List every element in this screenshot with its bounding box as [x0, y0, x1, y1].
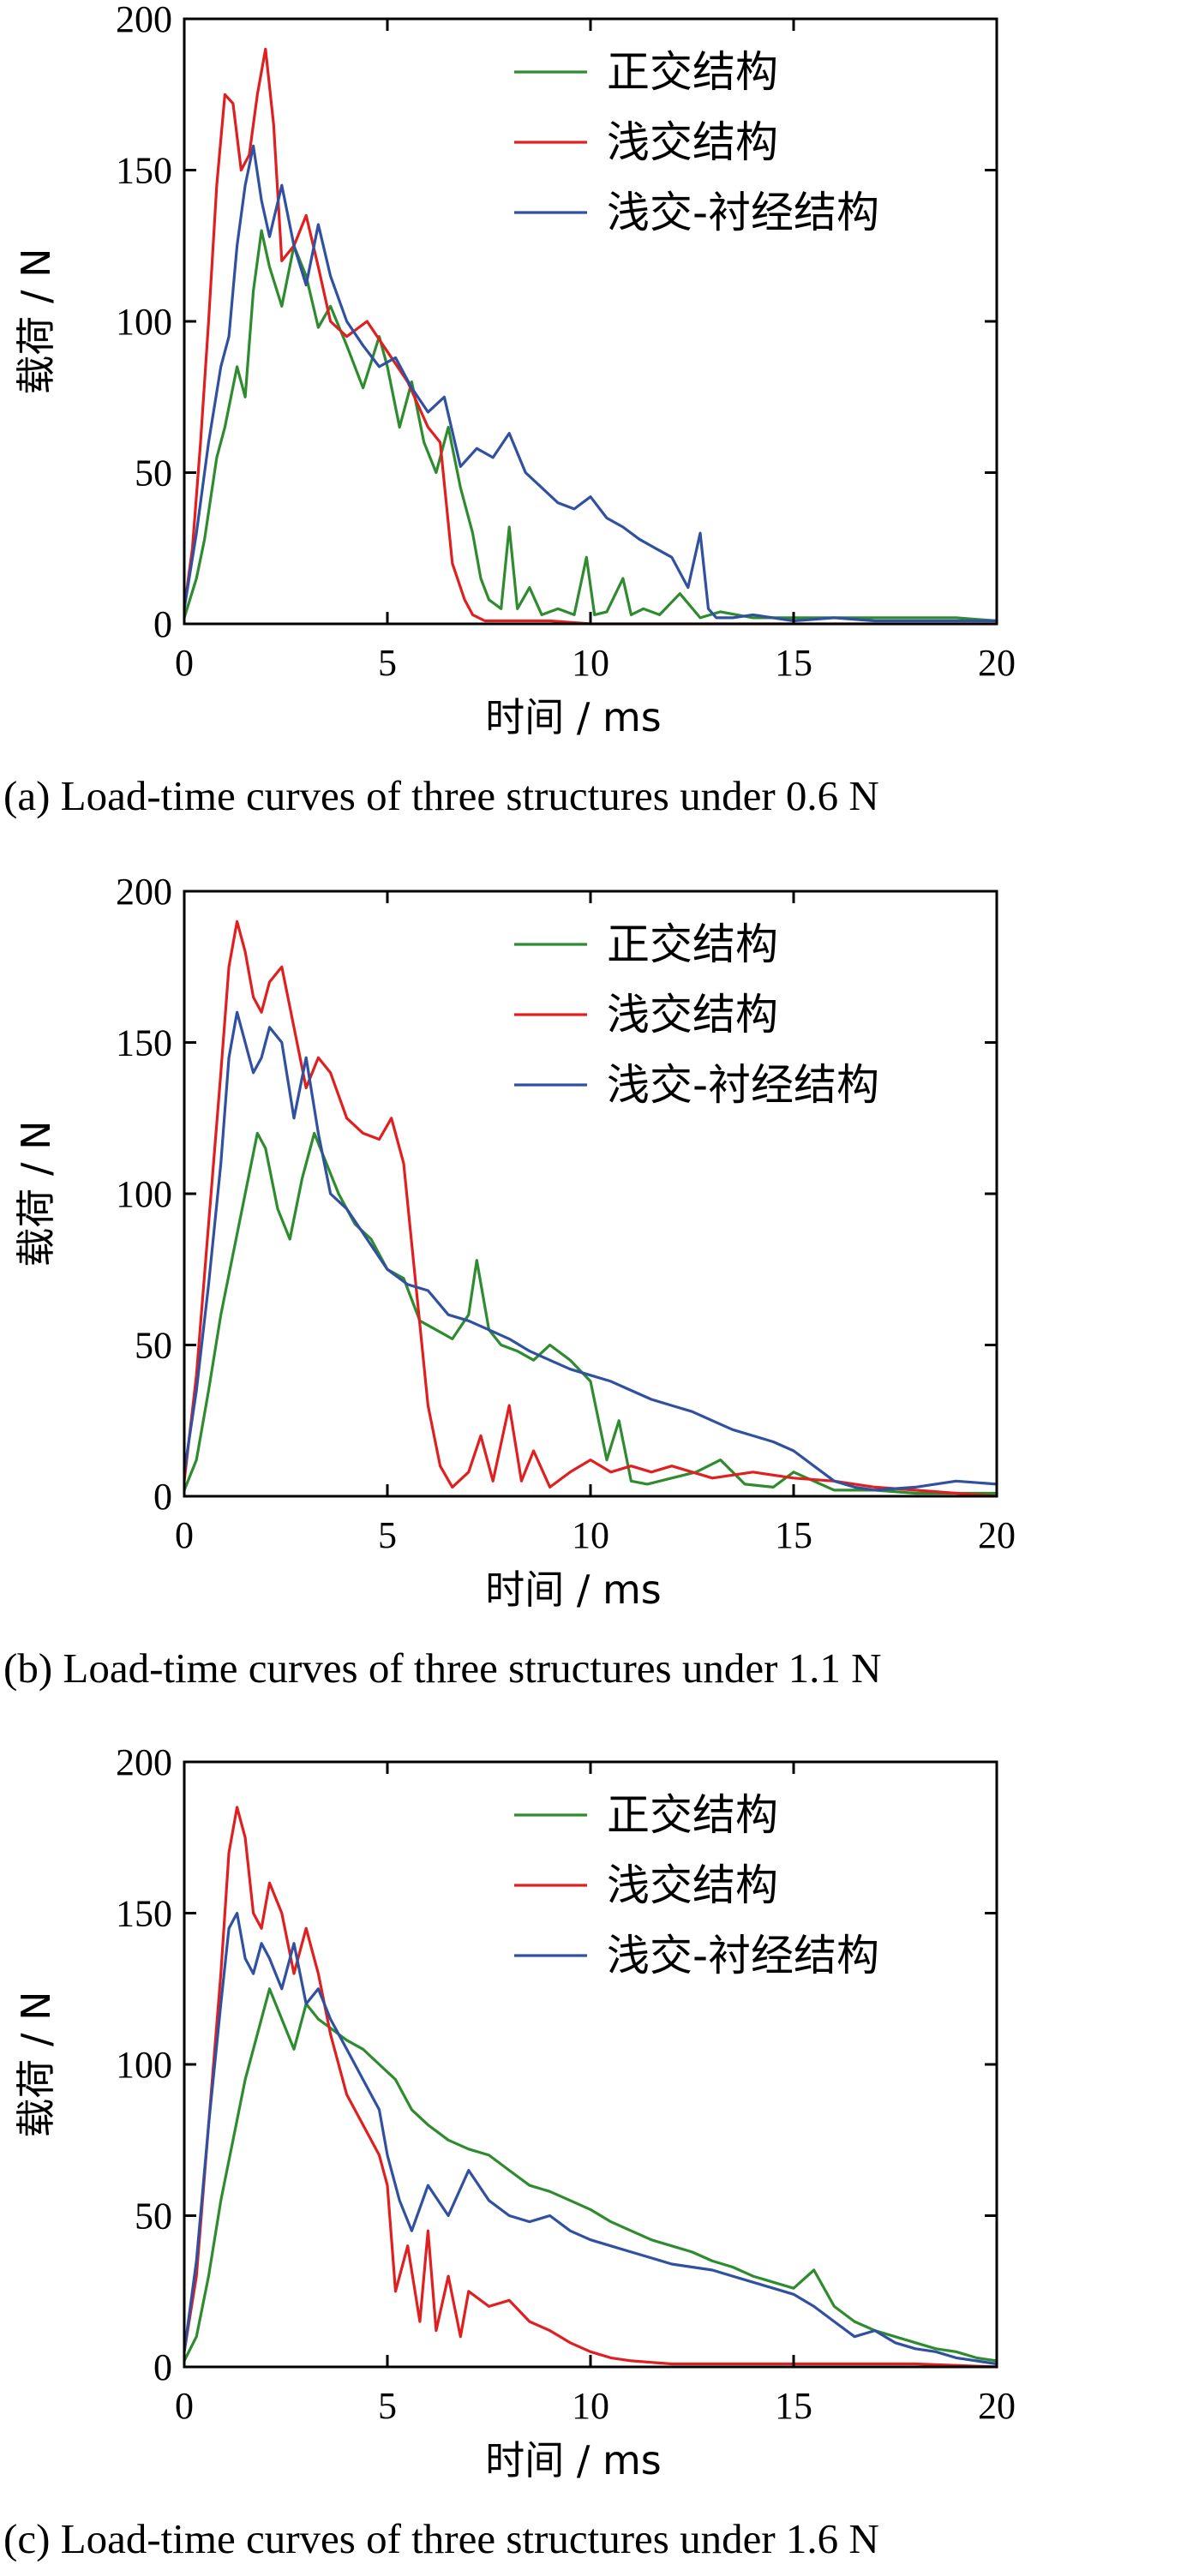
x-tick-label: 20 [978, 1514, 1016, 1556]
y-tick-label: 200 [116, 1741, 172, 1783]
series-line-2 [183, 1806, 998, 2369]
x-tick-label: 5 [378, 642, 397, 684]
legend-entry-label: 浅交-衬经结构 [607, 1060, 879, 1110]
series-line-3 [183, 1911, 998, 2366]
x-tick-label: 20 [978, 642, 1016, 684]
series-line-2 [183, 47, 998, 626]
x-tick-label: 10 [572, 1514, 609, 1556]
series-line-3 [183, 1010, 998, 1492]
series-line-2 [183, 920, 998, 1498]
legend-entry-label: 浅交-衬经结构 [607, 188, 879, 237]
legend-entry-label: 浅交结构 [607, 990, 778, 1039]
y-tick-label: 150 [116, 1893, 172, 1935]
series-line-1 [183, 1131, 998, 1495]
legend-entry-label: 正交结构 [607, 920, 778, 969]
legend-entry-label: 浅交结构 [607, 1860, 778, 1910]
y-axis-label: 载荷 / N [13, 1120, 59, 1267]
x-axis-label: 时间 / ms [485, 1567, 662, 1613]
x-tick-label: 0 [175, 642, 194, 684]
y-tick-label: 200 [116, 0, 172, 40]
x-axis-label: 时间 / ms [485, 694, 662, 740]
plot-frame [183, 890, 998, 1498]
x-tick-label: 5 [378, 1514, 397, 1556]
y-tick-label: 150 [116, 150, 172, 192]
y-tick-label: 0 [153, 2346, 172, 2388]
y-tick-label: 100 [116, 1173, 172, 1215]
x-tick-label: 15 [775, 2385, 812, 2427]
y-tick-label: 100 [116, 301, 172, 343]
x-tick-label: 10 [572, 642, 609, 684]
plot-frame [183, 1760, 998, 2369]
x-tick-label: 15 [775, 1514, 812, 1556]
x-tick-label: 10 [572, 2385, 609, 2427]
y-tick-label: 50 [135, 452, 172, 494]
figure-caption: (a) Load-time curves of three structures… [3, 772, 879, 819]
figure-caption: (b) Load-time curves of three structures… [3, 1644, 882, 1692]
legend-entry-label: 浅交结构 [607, 117, 778, 167]
y-axis-label: 载荷 / N [13, 1991, 59, 2137]
plot-frame [183, 17, 998, 626]
y-tick-label: 50 [135, 2196, 172, 2238]
x-tick-label: 15 [775, 642, 812, 684]
y-tick-label: 0 [153, 1476, 172, 1518]
figure-caption: (c) Load-time curves of three structures… [3, 2515, 879, 2562]
y-tick-label: 200 [116, 871, 172, 913]
legend-entry-label: 正交结构 [607, 1790, 778, 1840]
series-line-1 [183, 229, 998, 623]
x-tick-label: 0 [175, 2385, 194, 2427]
y-tick-label: 100 [116, 2044, 172, 2086]
x-tick-label: 5 [378, 2385, 397, 2427]
x-tick-label: 0 [175, 1514, 194, 1556]
x-axis-label: 时间 / ms [485, 2437, 662, 2483]
legend-entry-label: 浅交-衬经结构 [607, 1931, 879, 1980]
series-line-1 [183, 1987, 998, 2363]
y-axis-label: 载荷 / N [13, 248, 59, 394]
series-line-3 [183, 144, 998, 623]
x-tick-label: 20 [978, 2385, 1016, 2427]
y-tick-label: 0 [153, 603, 172, 645]
y-tick-label: 50 [135, 1325, 172, 1367]
y-tick-label: 150 [116, 1022, 172, 1064]
legend-entry-label: 正交结构 [607, 47, 778, 97]
